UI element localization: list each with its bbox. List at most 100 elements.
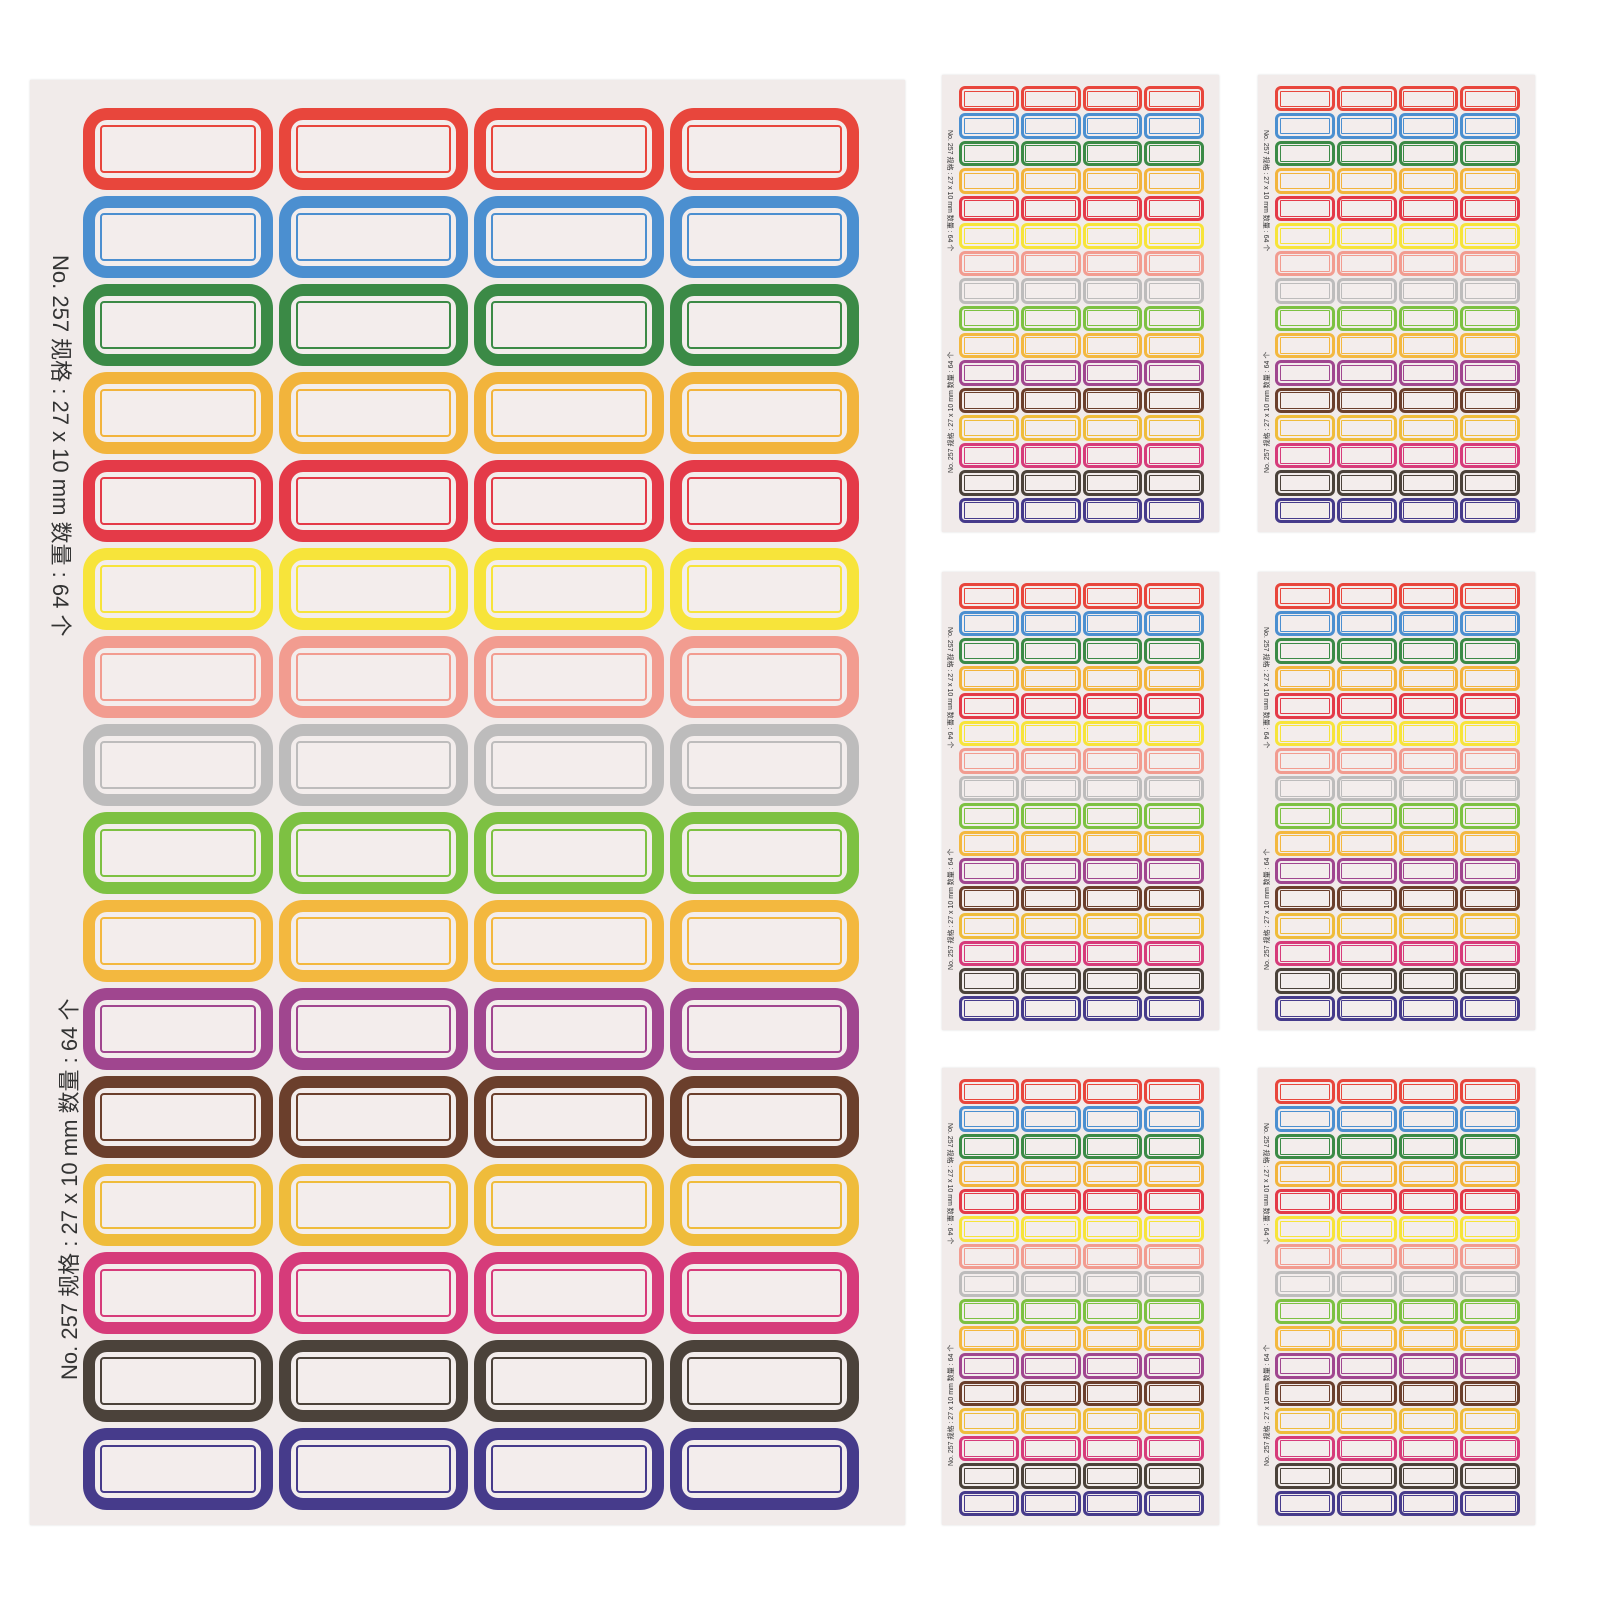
sticker-label: [278, 1076, 468, 1158]
sticker-label: [83, 1428, 273, 1510]
label-inner-frame: [1403, 752, 1454, 769]
sticker-label: [1336, 1353, 1397, 1379]
label-inner-frame: [963, 419, 1015, 437]
label-inner-frame: [1464, 474, 1516, 492]
sticker-label: [1398, 1243, 1459, 1270]
sticker-label: [1082, 1298, 1143, 1324]
label-inner-frame: [1279, 1138, 1331, 1155]
label-inner-frame: [1341, 1412, 1392, 1430]
sticker-label: [1398, 775, 1459, 801]
label-inner-frame: [100, 1357, 256, 1405]
sticker-label: [278, 460, 468, 542]
label-inner-frame: [1341, 1495, 1392, 1512]
sticker-label: [959, 995, 1019, 1021]
label-inner-frame: [1087, 1440, 1138, 1457]
sticker-label: [1460, 830, 1520, 856]
sticker-label: [1336, 223, 1397, 249]
label-inner-frame: [963, 1000, 1015, 1017]
label-inner-frame: [1148, 474, 1200, 492]
sticker-label: [1275, 140, 1335, 167]
label-inner-frame: [1087, 725, 1138, 742]
sticker-label: [278, 724, 468, 806]
label-inner-frame: [1148, 200, 1200, 217]
sticker-label: [1275, 830, 1335, 856]
sticker-label: [1144, 113, 1204, 139]
label-inner-frame: [1279, 1357, 1331, 1375]
sticker-label: [1336, 278, 1397, 304]
label-inner-frame: [1087, 474, 1138, 492]
label-inner-frame: [963, 1083, 1015, 1100]
sticker-label: [1275, 250, 1335, 277]
label-inner-frame: [1341, 419, 1392, 437]
sticker-label: [1020, 442, 1081, 469]
label-inner-frame: [1464, 780, 1516, 797]
sticker-label: [1082, 1490, 1143, 1516]
label-inner-frame: [1087, 90, 1138, 107]
label-inner-frame: [1148, 1138, 1200, 1155]
label-inner-frame: [1148, 835, 1200, 852]
label-inner-frame: [1403, 615, 1454, 632]
label-inner-frame: [1148, 670, 1200, 687]
label-inner-frame: [1464, 447, 1516, 464]
label-inner-frame: [1403, 447, 1454, 464]
label-inner-frame: [1341, 1193, 1392, 1210]
sticker-label: [1398, 387, 1459, 414]
sticker-label: [1082, 1133, 1143, 1160]
label-inner-frame: [686, 829, 842, 877]
label-inner-frame: [1087, 945, 1138, 962]
label-inner-frame: [1148, 1495, 1200, 1512]
label-inner-frame: [295, 389, 451, 437]
sticker-label: [1398, 1133, 1459, 1160]
sticker-label: [959, 86, 1019, 112]
label-inner-frame: [1403, 780, 1454, 797]
label-inner-frame: [1025, 1138, 1076, 1155]
label-inner-frame: [1025, 835, 1076, 852]
sticker-label: [1020, 940, 1081, 966]
label-inner-frame: [1403, 1440, 1454, 1457]
label-inner-frame: [1279, 419, 1331, 437]
label-inner-frame: [1025, 1303, 1076, 1320]
sheet-spec-text: No. 257 规格 : 27 x 10 mm 数量 : 64 个: [1262, 130, 1269, 252]
label-inner-frame: [1403, 1138, 1454, 1155]
sticker-label: [959, 195, 1019, 222]
sticker-label: [1082, 305, 1143, 331]
sticker-label: [474, 1340, 664, 1422]
label-inner-frame: [1403, 1000, 1454, 1017]
sticker-label: [1082, 885, 1143, 911]
label-inner-frame: [1279, 282, 1331, 299]
sticker-label: [1082, 748, 1143, 774]
sticker-label: [83, 108, 273, 190]
sticker-label: [1020, 278, 1081, 304]
label-inner-frame: [1148, 310, 1200, 327]
label-inner-frame: [1279, 587, 1331, 604]
label-inner-frame: [686, 213, 842, 261]
sticker-label: [1144, 1435, 1204, 1462]
sticker-label: [1336, 1216, 1397, 1242]
sticker-label: [1398, 470, 1459, 496]
label-inner-frame: [1025, 697, 1076, 714]
sticker-label: [1144, 693, 1204, 719]
label-sheet-thumbnail: No. 257 规格 : 27 x 10 mm 数量 : 64 个 No. 257…: [1258, 1068, 1535, 1525]
label-inner-frame: [295, 829, 451, 877]
sticker-label: [474, 372, 664, 454]
label-inner-frame: [1341, 807, 1392, 824]
label-inner-frame: [963, 862, 1015, 879]
sticker-label: [1144, 1463, 1204, 1489]
sticker-label: [1336, 665, 1397, 691]
sticker-label: [83, 196, 273, 278]
label-inner-frame: [1403, 364, 1454, 382]
label-sheet-thumbnail: No. 257 规格 : 27 x 10 mm 数量 : 64 个 No. 257…: [1258, 572, 1535, 1030]
sticker-label: [1275, 1188, 1335, 1215]
label-inner-frame: [1087, 862, 1138, 879]
sticker-label: [1398, 720, 1459, 746]
sticker-label: [1336, 415, 1397, 441]
sticker-label: [278, 196, 468, 278]
sticker-label: [1144, 1216, 1204, 1242]
sticker-label: [1082, 775, 1143, 801]
sticker-label: [1275, 387, 1335, 414]
sticker-label: [1020, 1353, 1081, 1379]
sticker-label: [278, 372, 468, 454]
sticker-label: [1020, 1216, 1081, 1242]
label-inner-frame: [1025, 1357, 1076, 1375]
label-inner-frame: [686, 917, 842, 965]
